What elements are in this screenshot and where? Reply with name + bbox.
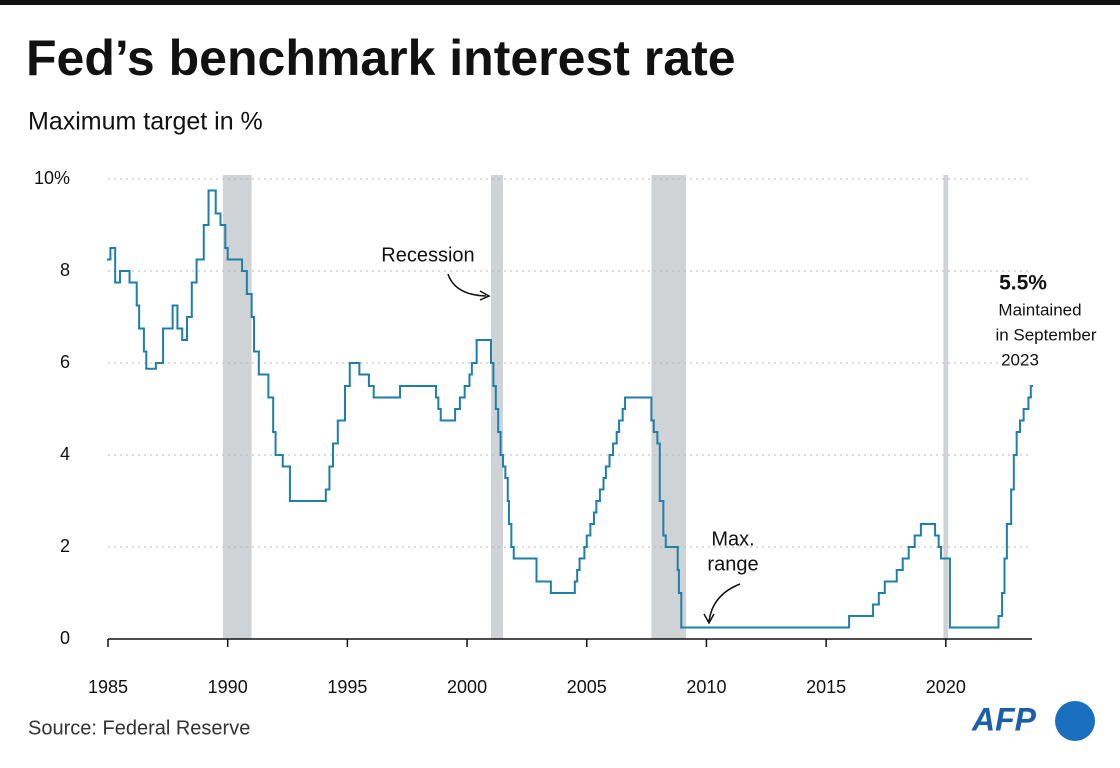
y-tick-label: 6 [60,352,70,372]
x-tick-label: 2000 [447,677,487,697]
recession-label: Recession [381,244,474,266]
max-range-label: range [707,553,758,575]
top-bar [0,0,1120,5]
x-tick-label: 1990 [208,677,248,697]
plot [107,189,1033,629]
logo: AFP [971,701,1037,737]
x-tick-label: 2020 [926,677,966,697]
arrow [447,273,487,297]
note: 2023 [1001,350,1039,369]
logo-dot [1055,701,1095,741]
recession-band [491,175,503,639]
y-tick-label: 10% [34,168,70,188]
y-tick-label: 8 [60,260,70,280]
x-tick-label: 1985 [88,677,128,697]
grid: 0 2 4 6 8 10% 1985 1990 1995 2000 2005 2010 2015 2020 [34,168,1032,697]
latest-value: 5.5% [999,272,1047,295]
arrow-head [479,290,491,301]
arrow [708,583,741,623]
recession-bands [222,175,949,639]
max-range-label: Max. [711,528,754,550]
recession-band [943,175,949,639]
source: Source: Federal Reserve [28,717,250,739]
note: Maintained [998,300,1081,319]
arrow-head [703,613,715,625]
x-tick-label: 2010 [686,677,726,697]
y-tick-label: 2 [60,536,70,556]
recession-band [651,175,687,639]
y-tick-label: 4 [60,444,70,464]
note: in September [995,325,1096,344]
chart-title: Fed’s benchmark interest rate [26,30,736,86]
x-tick-label: 2005 [567,677,607,697]
x-tick-label: 1995 [327,677,367,697]
x-tick-label: 2015 [806,677,846,697]
y-tick-label: 0 [60,628,70,648]
recession-band [222,175,252,639]
chart-subtitle: Maximum target in % [28,108,263,136]
